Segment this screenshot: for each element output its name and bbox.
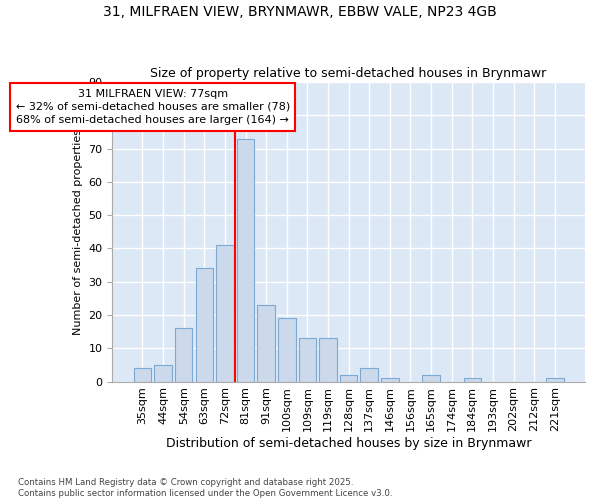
Bar [299, 338, 316, 382]
Text: Contains HM Land Registry data © Crown copyright and database right 2025.
Contai: Contains HM Land Registry data © Crown c… [18, 478, 392, 498]
Bar [237, 138, 254, 382]
Bar [175, 328, 193, 382]
Bar [422, 375, 440, 382]
Bar [319, 338, 337, 382]
Text: 31 MILFRAEN VIEW: 77sqm
← 32% of semi-detached houses are smaller (78)
68% of se: 31 MILFRAEN VIEW: 77sqm ← 32% of semi-de… [16, 88, 290, 125]
Bar [381, 378, 398, 382]
Bar [278, 318, 296, 382]
Bar [216, 245, 233, 382]
Bar [546, 378, 563, 382]
Title: Size of property relative to semi-detached houses in Brynmawr: Size of property relative to semi-detach… [151, 66, 547, 80]
Bar [154, 365, 172, 382]
Bar [134, 368, 151, 382]
Bar [340, 375, 358, 382]
Bar [361, 368, 378, 382]
X-axis label: Distribution of semi-detached houses by size in Brynmawr: Distribution of semi-detached houses by … [166, 437, 532, 450]
Bar [464, 378, 481, 382]
Text: 31, MILFRAEN VIEW, BRYNMAWR, EBBW VALE, NP23 4GB: 31, MILFRAEN VIEW, BRYNMAWR, EBBW VALE, … [103, 5, 497, 19]
Bar [196, 268, 213, 382]
Bar [257, 305, 275, 382]
Y-axis label: Number of semi-detached properties: Number of semi-detached properties [73, 129, 83, 335]
